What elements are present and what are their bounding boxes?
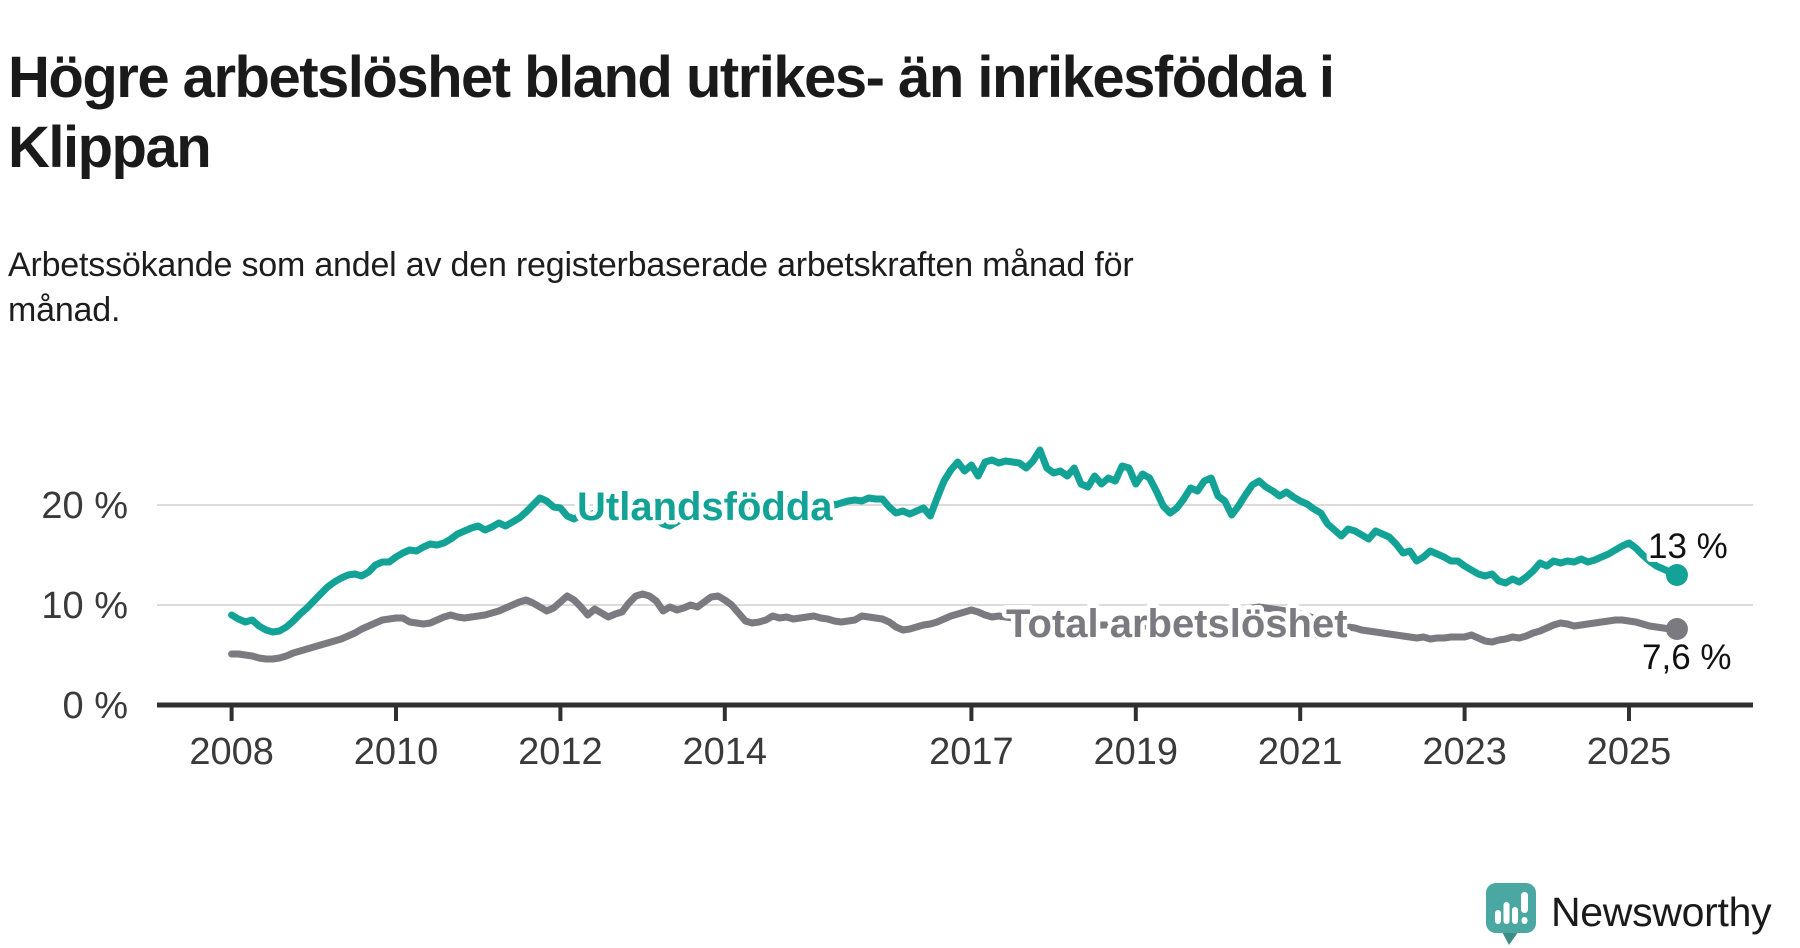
series-line-total-arbetsl-shet xyxy=(228,590,1681,663)
x-tick-label: 2017 xyxy=(929,731,1014,773)
bar-icon-tall xyxy=(1503,902,1510,924)
bar-icon-medium xyxy=(1512,907,1518,924)
chart-subtitle-line1: Arbetssökande som andel av den registerb… xyxy=(8,246,1134,284)
newsworthy-wordmark: Newsworthy xyxy=(1551,889,1772,935)
newsworthy-icon xyxy=(1486,883,1536,945)
x-tick-label: 2019 xyxy=(1094,731,1179,773)
x-tick-label: 2010 xyxy=(354,731,439,773)
y-tick-label: 10 % xyxy=(41,585,128,627)
speech-bubble xyxy=(1486,883,1536,933)
series-label-total-arbetsl-shet: Total arbetslöshet xyxy=(1006,602,1348,646)
y-tick-label: 20 % xyxy=(41,485,128,527)
series-label-utlandsf-dda: Utlandsfödda xyxy=(577,485,833,529)
series-end-dot-utlandsf-dda xyxy=(1665,564,1688,586)
page-title: Högre arbetslöshet bland utrikes- än inr… xyxy=(8,43,1568,183)
page-title-line2: Klippan xyxy=(8,114,212,180)
x-tick-label: 2025 xyxy=(1587,731,1672,773)
chart-subtitle-line2: månad. xyxy=(8,291,121,329)
series-line-utlandsf-dda xyxy=(228,446,1681,636)
x-tick-label: 2023 xyxy=(1422,731,1507,773)
series-end-dot-total-arbetsl-shet xyxy=(1665,618,1688,640)
newsworthy-logo: Newsworthy xyxy=(1486,883,1772,946)
page-title-line1: Högre arbetslöshet bland utrikes- än inr… xyxy=(8,44,1335,110)
x-tick-label: 2014 xyxy=(683,731,768,773)
x-tick-label: 2008 xyxy=(189,731,274,773)
end-value-label-total-arbetsl-shet: 7,6 % xyxy=(1642,638,1732,677)
exclamation-bar-icon xyxy=(1521,892,1528,913)
exclamation-dot-icon xyxy=(1521,917,1528,924)
chart-subtitle: Arbetssökande som andel av den registerb… xyxy=(8,243,1508,333)
y-tick-label: 0 % xyxy=(63,685,128,727)
bar-icon-small xyxy=(1495,910,1501,924)
x-tick-label: 2021 xyxy=(1258,731,1343,773)
x-tick-label: 2012 xyxy=(518,731,603,773)
end-value-label-utlandsf-dda: 13 % xyxy=(1648,527,1728,566)
